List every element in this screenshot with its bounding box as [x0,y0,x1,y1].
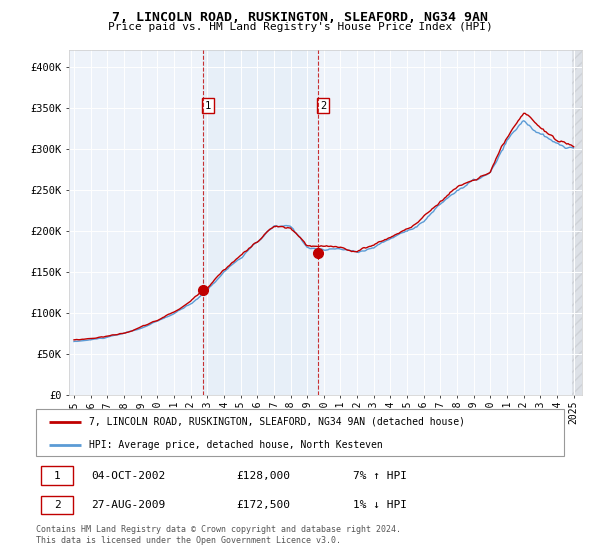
Text: £128,000: £128,000 [236,470,290,480]
Text: 1: 1 [205,100,211,110]
Text: 1% ↓ HPI: 1% ↓ HPI [353,500,407,510]
Text: HPI: Average price, detached house, North Kesteven: HPI: Average price, detached house, Nort… [89,440,383,450]
Text: Contains HM Land Registry data © Crown copyright and database right 2024.
This d: Contains HM Land Registry data © Crown c… [36,525,401,545]
Text: 7, LINCOLN ROAD, RUSKINGTON, SLEAFORD, NG34 9AN (detached house): 7, LINCOLN ROAD, RUSKINGTON, SLEAFORD, N… [89,417,465,427]
Text: 1: 1 [54,470,61,480]
Text: 2: 2 [320,100,326,110]
Text: 7, LINCOLN ROAD, RUSKINGTON, SLEAFORD, NG34 9AN: 7, LINCOLN ROAD, RUSKINGTON, SLEAFORD, N… [112,11,488,24]
Text: Price paid vs. HM Land Registry's House Price Index (HPI): Price paid vs. HM Land Registry's House … [107,22,493,32]
Text: 04-OCT-2002: 04-OCT-2002 [91,470,166,480]
Text: £172,500: £172,500 [236,500,290,510]
Bar [572,50,590,395]
FancyBboxPatch shape [41,466,73,485]
FancyBboxPatch shape [41,496,73,515]
Text: 7% ↑ HPI: 7% ↑ HPI [353,470,407,480]
Bar [203,50,318,395]
FancyBboxPatch shape [36,409,564,456]
Text: 27-AUG-2009: 27-AUG-2009 [91,500,166,510]
Text: 2: 2 [54,500,61,510]
